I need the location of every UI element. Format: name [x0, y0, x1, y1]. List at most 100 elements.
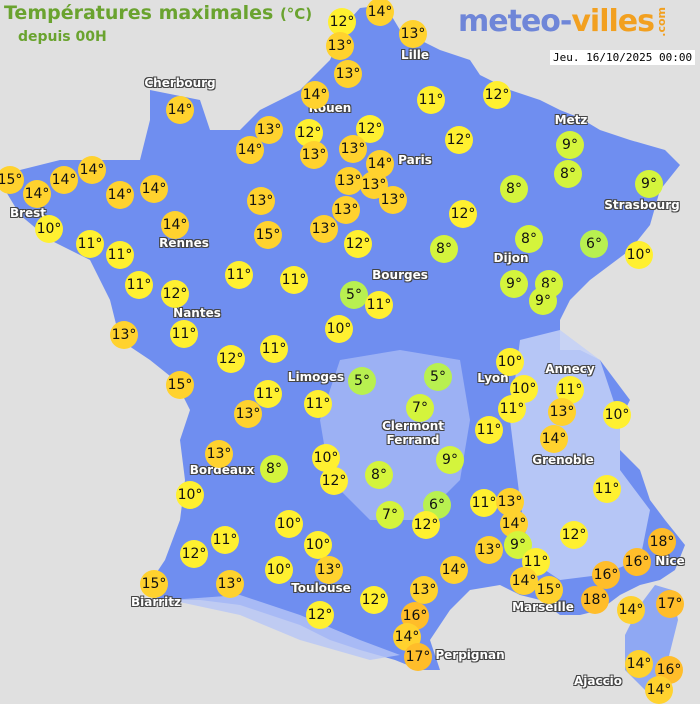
city-label: Perpignan: [435, 648, 505, 662]
temperature-marker: 11°: [470, 489, 498, 517]
temperature-marker: 9°: [556, 131, 584, 159]
temperature-marker: 10°: [275, 510, 303, 538]
city-label: Grenoble: [532, 453, 594, 467]
temperature-marker: 8°: [365, 461, 393, 489]
logo-suffix: .com: [654, 6, 668, 37]
temperature-marker: 11°: [304, 390, 332, 418]
temperature-marker: 11°: [365, 291, 393, 319]
city-label: Brest: [9, 206, 47, 220]
alps-highlands: [510, 330, 650, 580]
temperature-marker: 15°: [535, 576, 563, 604]
temperature-marker: 12°: [483, 81, 511, 109]
city-label: Ajaccio: [573, 674, 623, 688]
temperature-marker: 18°: [581, 586, 609, 614]
temperature-marker: 5°: [424, 363, 452, 391]
temperature-marker: 11°: [225, 261, 253, 289]
temperature-marker: 10°: [176, 481, 204, 509]
temperature-marker: 14°: [161, 211, 189, 239]
temperature-marker: 9°: [529, 287, 557, 315]
temperature-marker: 14°: [625, 650, 653, 678]
city-label: Paris: [398, 153, 432, 167]
temperature-marker: 13°: [399, 20, 427, 48]
city-label: Lyon: [477, 371, 509, 385]
temperature-marker: 10°: [265, 556, 293, 584]
temperature-marker: 12°: [445, 126, 473, 154]
temperature-marker: 8°: [500, 175, 528, 203]
logo[interactable]: meteo-villes .com: [458, 4, 668, 39]
temperature-marker: 12°: [560, 521, 588, 549]
city-label: Cherbourg: [144, 76, 216, 90]
city-label: Dijon: [493, 251, 529, 265]
temperature-marker: 13°: [216, 570, 244, 598]
temperature-marker: 13°: [300, 141, 328, 169]
city-label: Nantes: [173, 306, 221, 320]
temperature-marker: 10°: [304, 531, 332, 559]
temperature-marker: 14°: [106, 181, 134, 209]
temperature-marker: 14°: [366, 0, 394, 26]
temperature-marker: 11°: [498, 395, 526, 423]
temperature-marker: 15°: [140, 570, 168, 598]
temperature-marker: 12°: [320, 467, 348, 495]
temperature-marker: 11°: [106, 241, 134, 269]
pyrenees: [170, 595, 400, 660]
temperature-marker: 7°: [376, 501, 404, 529]
temperature-marker: 8°: [554, 160, 582, 188]
city-label: Lille: [400, 48, 430, 62]
temperature-marker: 13°: [335, 167, 363, 195]
temperature-marker: 8°: [430, 235, 458, 263]
temperature-marker: 12°: [180, 540, 208, 568]
temperature-marker: 5°: [348, 367, 376, 395]
temperature-marker: 14°: [440, 556, 468, 584]
temperature-marker: 15°: [254, 221, 282, 249]
temperature-marker: 11°: [417, 86, 445, 114]
temperature-marker: 13°: [339, 135, 367, 163]
temperature-marker: 11°: [260, 335, 288, 363]
temperature-marker: 12°: [449, 200, 477, 228]
logo-part2: villes: [571, 4, 655, 39]
city-label: Marseille: [512, 600, 574, 614]
temperature-marker: 13°: [234, 400, 262, 428]
temperature-marker: 12°: [412, 511, 440, 539]
temperature-marker: 11°: [593, 475, 621, 503]
date-stamp: Jeu. 16/10/2025 00:00: [550, 50, 696, 65]
city-label: Nice: [655, 554, 685, 568]
temperature-marker: 11°: [475, 416, 503, 444]
temperature-marker: 9°: [436, 446, 464, 474]
temperature-marker: 10°: [496, 348, 524, 376]
temperature-marker: 8°: [515, 225, 543, 253]
temperature-marker: 14°: [166, 96, 194, 124]
temperature-marker: 13°: [410, 576, 438, 604]
temperature-marker: 6°: [580, 230, 608, 258]
city-label: Bordeaux: [189, 463, 255, 477]
temperature-marker: 16°: [401, 602, 429, 630]
subtitle: depuis 00H: [18, 29, 107, 45]
logo-part1: meteo-: [458, 4, 572, 39]
temperature-marker: 11°: [280, 266, 308, 294]
city-label: Limoges: [287, 370, 345, 384]
temperature-marker: 11°: [522, 548, 550, 576]
temperature-marker: 10°: [603, 401, 631, 429]
temperature-marker: 12°: [306, 601, 334, 629]
temperature-marker: 8°: [260, 455, 288, 483]
temperature-marker: 10°: [35, 215, 63, 243]
temperature-marker: 12°: [328, 8, 356, 36]
temperature-marker: 5°: [340, 281, 368, 309]
temperature-marker: 16°: [623, 548, 651, 576]
temperature-marker: 17°: [656, 590, 684, 618]
temperature-marker: 14°: [140, 175, 168, 203]
temperature-marker: 14°: [510, 567, 538, 595]
temperature-marker: 13°: [475, 536, 503, 564]
city-label: Biarritz: [130, 595, 182, 609]
temperature-marker: 13°: [315, 556, 343, 584]
temperature-marker: 11°: [211, 526, 239, 554]
temperature-marker: 16°: [592, 561, 620, 589]
temperature-marker: 15°: [166, 371, 194, 399]
city-label: Metz: [554, 113, 588, 127]
city-label: Rennes: [159, 236, 209, 250]
temperature-marker: 13°: [326, 32, 354, 60]
city-label: Toulouse: [291, 581, 351, 595]
temperature-marker: 15°: [0, 166, 24, 194]
temperature-marker: 14°: [50, 166, 78, 194]
temperature-marker: 12°: [161, 280, 189, 308]
temperature-marker: 11°: [170, 320, 198, 348]
